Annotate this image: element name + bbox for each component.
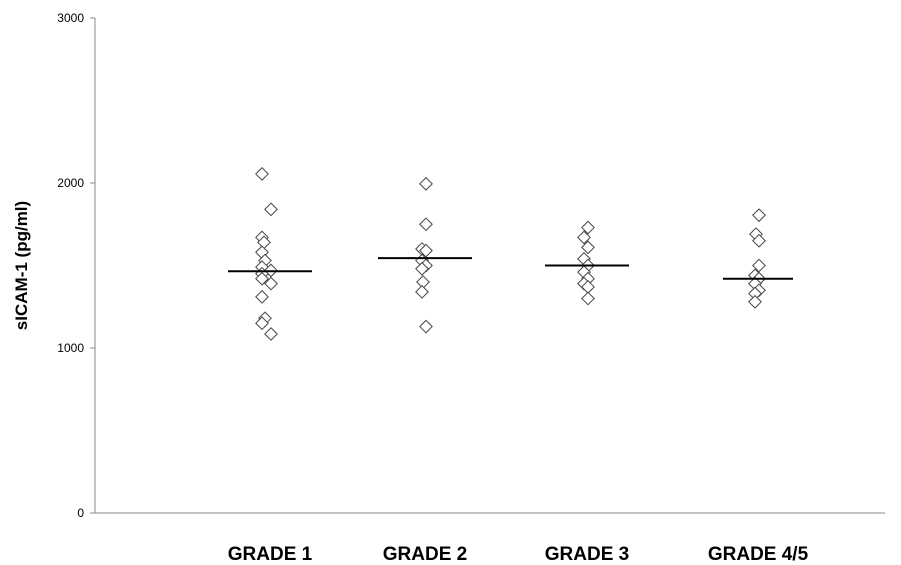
category-labels: GRADE 1 GRADE 2 GRADE 3 GRADE 4/5 — [228, 544, 809, 565]
data-point — [752, 233, 766, 248]
category-label: GRADE 2 — [383, 544, 467, 565]
data-point — [255, 167, 269, 181]
data-point — [255, 289, 269, 304]
data-point — [419, 176, 433, 191]
data-point — [419, 243, 433, 258]
data-point — [748, 294, 762, 309]
y-tick-label: 1000 — [57, 341, 84, 355]
data-point — [255, 271, 269, 286]
data-points — [255, 167, 766, 341]
data-point — [581, 220, 595, 235]
data-point — [752, 208, 766, 223]
data-point — [415, 261, 429, 276]
category-label: GRADE 1 — [228, 544, 313, 565]
data-point — [264, 327, 278, 341]
data-point — [419, 217, 433, 232]
category-label: GRADE 4/5 — [708, 544, 809, 565]
mean-lines — [228, 257, 793, 280]
data-point — [419, 319, 433, 334]
y-tick-label: 3000 — [57, 11, 84, 25]
data-point — [581, 240, 595, 255]
y-tick-label: 0 — [77, 506, 84, 520]
axes — [94, 18, 885, 514]
data-point — [264, 276, 278, 291]
data-point — [752, 258, 766, 273]
data-point — [264, 202, 278, 217]
data-point — [255, 316, 269, 331]
y-tick-label: 2000 — [57, 176, 84, 190]
y-axis-label: sICAM-1 (pg/ml) — [12, 201, 31, 330]
data-point — [415, 284, 429, 299]
data-point — [577, 230, 591, 245]
y-ticks: 0 1000 2000 3000 — [57, 11, 95, 520]
category-label: GRADE 3 — [545, 544, 629, 565]
data-point — [581, 291, 595, 306]
